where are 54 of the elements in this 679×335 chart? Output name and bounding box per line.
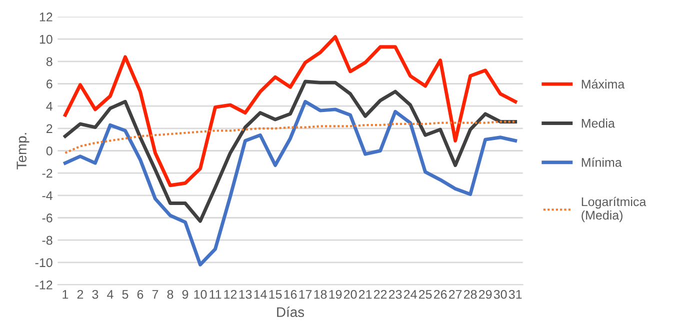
x-tick-label: 10 xyxy=(194,290,207,299)
x-tick-label: 26 xyxy=(434,290,447,299)
x-tick-label: 12 xyxy=(224,290,237,299)
line-series xyxy=(63,100,518,266)
y-tick-label: -6 xyxy=(42,214,52,222)
legend-label: Mínima xyxy=(582,158,622,167)
x-tick-label: 30 xyxy=(494,290,507,299)
x-tick-label: 5 xyxy=(122,290,128,299)
line-series xyxy=(63,80,518,223)
y-tick-label: -4 xyxy=(42,191,52,200)
x-tick-label: 23 xyxy=(388,290,402,299)
y-tick-label: 2 xyxy=(46,124,52,133)
x-tick-label: 3 xyxy=(92,290,98,299)
x-tick-label: 24 xyxy=(404,290,417,299)
x-tick-label: 25 xyxy=(418,290,432,299)
x-tick-label: 27 xyxy=(448,290,462,299)
x-axis-title: Días xyxy=(277,306,304,318)
y-tick-label: 10 xyxy=(40,34,52,44)
y-tick-label: -8 xyxy=(42,236,52,245)
x-tick-label: 13 xyxy=(239,290,252,299)
x-tick-label: 21 xyxy=(358,290,372,299)
x-tick-label: 28 xyxy=(464,290,477,299)
y-tick-label: -2 xyxy=(42,168,52,178)
legend-label: Máxima xyxy=(582,79,625,89)
legend-label: Media xyxy=(582,118,615,128)
y-axis-title: Temp. xyxy=(16,133,30,170)
x-tick-label: 6 xyxy=(137,290,144,299)
y-tick-label: 8 xyxy=(46,57,52,66)
legend-label: Logarítmica (Media) xyxy=(582,196,646,222)
x-tick-label: 19 xyxy=(329,290,342,299)
x-tick-label: 22 xyxy=(374,290,387,299)
x-tick-label: 4 xyxy=(107,290,114,299)
y-tick-label: 6 xyxy=(46,80,52,88)
x-tick-label: 11 xyxy=(210,290,222,299)
line-series xyxy=(64,120,516,154)
line-series xyxy=(63,35,518,188)
x-tick-label: 29 xyxy=(479,290,492,299)
y-tick-label: 0 xyxy=(46,146,52,156)
x-tick-label: 15 xyxy=(269,290,282,299)
x-tick-label: 2 xyxy=(77,290,84,299)
x-tick-label: 18 xyxy=(314,290,327,299)
x-tick-label: 7 xyxy=(152,290,158,299)
x-tick-label: 17 xyxy=(299,290,312,299)
y-tick-label: -12 xyxy=(35,280,52,290)
y-tick-label: -10 xyxy=(35,258,52,268)
y-tick-label: 4 xyxy=(46,102,52,111)
x-tick-label: 14 xyxy=(254,290,267,299)
x-tick-label: 31 xyxy=(508,290,522,299)
x-tick-label: 16 xyxy=(284,290,297,299)
x-tick-label: 20 xyxy=(344,290,357,299)
x-tick-label: 8 xyxy=(167,290,174,299)
x-tick-label: 9 xyxy=(182,290,188,299)
x-tick-label: 1 xyxy=(62,290,68,299)
y-tick-label: 12 xyxy=(40,12,52,22)
